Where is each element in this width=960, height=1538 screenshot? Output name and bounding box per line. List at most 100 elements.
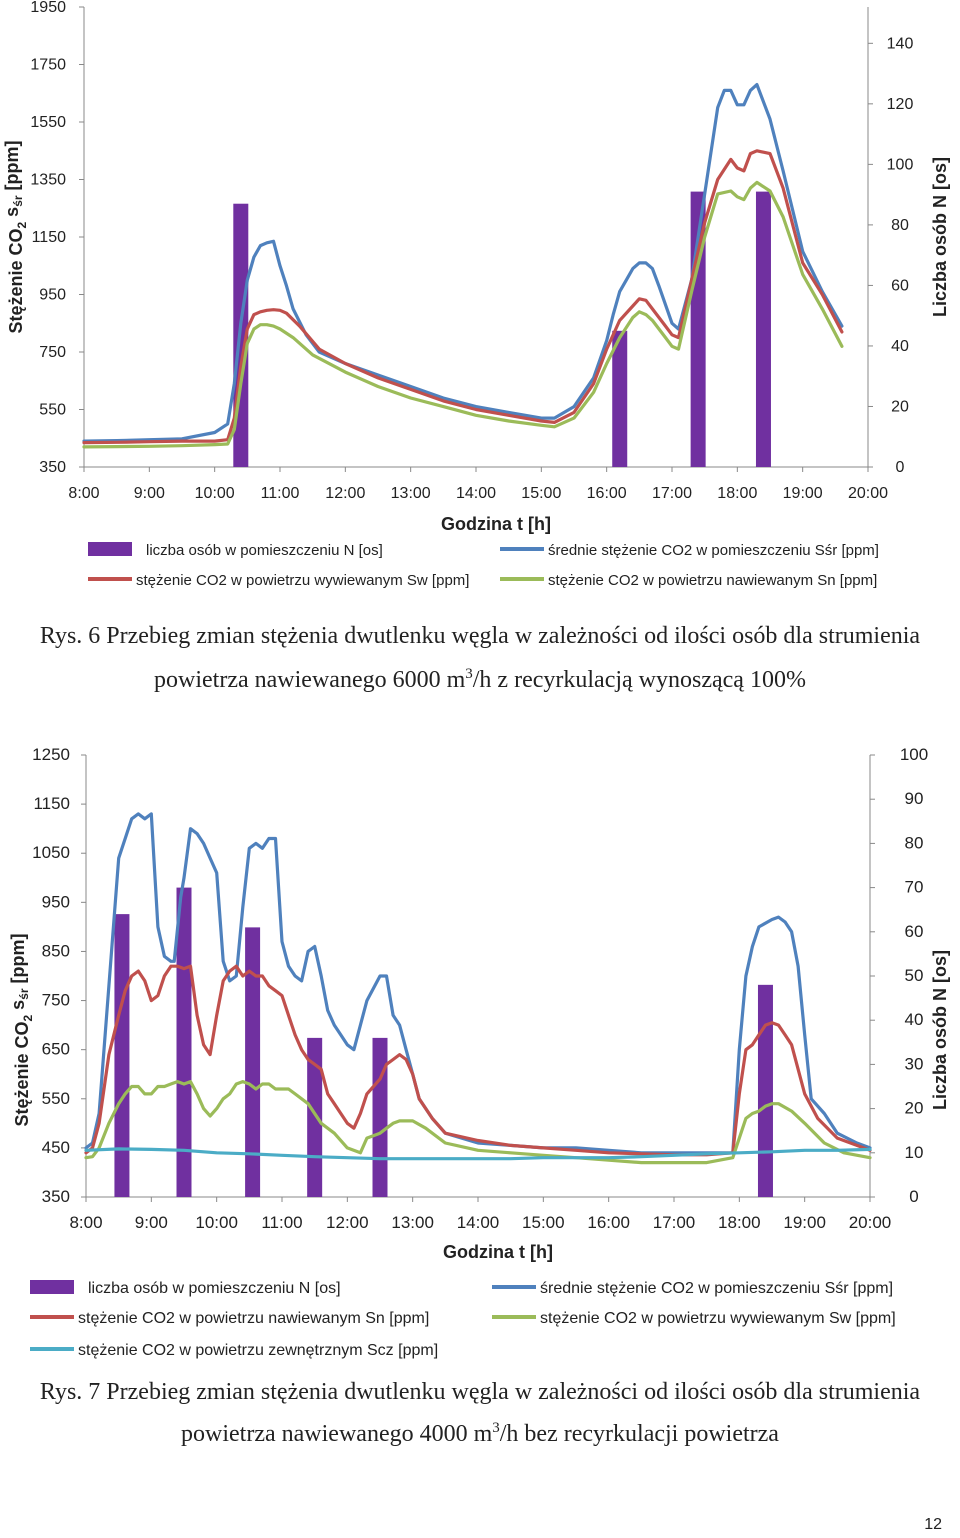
y-right-tick-label: 60 — [891, 277, 909, 294]
y-right-axis-label: Liczba osób N [os] — [930, 950, 950, 1110]
y-left-axis-label: Stężenie CO2 sśr [ppm] — [8, 933, 35, 1126]
y-left-tick-label: 1150 — [32, 229, 67, 246]
y-left-label-part: s — [8, 1000, 28, 1010]
people-count-bar — [245, 927, 261, 1197]
y-right-tick-label: 80 — [891, 217, 909, 234]
x-tick-label: 13:00 — [391, 1213, 434, 1232]
series-line-1 — [84, 812, 872, 1155]
y-left-axis-label: Stężenie CO2 sśr [ppm] — [2, 140, 29, 333]
y-right-axis-label: Liczba osób N [os] — [930, 157, 950, 317]
people-count-bar — [176, 887, 192, 1197]
y-left-tick-label: 1250 — [32, 745, 70, 764]
x-tick-label: 16:00 — [587, 1213, 630, 1232]
y-left-tick-label: 1150 — [33, 794, 70, 813]
y-left-tick-label: 1050 — [32, 843, 70, 862]
y-left-label-part: Stężenie CO — [12, 1022, 32, 1127]
y-right-tick-label: 40 — [905, 1010, 924, 1029]
x-tick-label: 18:00 — [718, 1213, 761, 1232]
y-left-label-subscript: śr — [11, 195, 25, 207]
x-tick-label: 11:00 — [261, 1213, 302, 1232]
people-count-bar — [114, 914, 130, 1197]
caption-rys6-sup: 3 — [465, 666, 473, 682]
y-right-tick-label: 140 — [887, 35, 914, 52]
x-tick-label: 10:00 — [195, 1213, 238, 1232]
x-tick-label: 20:00 — [848, 485, 888, 502]
people-count-bar — [372, 1037, 388, 1197]
y-right-tick-label: 80 — [905, 833, 924, 852]
series-line-3 — [82, 180, 844, 449]
y-left-tick-label: 1550 — [30, 114, 66, 131]
series-line-2 — [82, 149, 844, 445]
legend-swatch-bar — [30, 1280, 74, 1294]
people-count-bar — [612, 330, 628, 467]
x-tick-label: 19:00 — [783, 1213, 826, 1232]
x-tick-label: 14:00 — [457, 1213, 500, 1232]
y-left-label-subscript: 2 — [15, 222, 29, 229]
y-right-tick-label: 0 — [896, 459, 905, 476]
chart-rys7: 350 450 550 650 750 850 950 1050 1150 1250 0 10 20 30… — [8, 745, 950, 1359]
legend-label: średnie stężenie CO2 w pomieszczeniu Sśr… — [540, 1280, 893, 1297]
y-left-label-part: Stężenie CO — [6, 229, 26, 334]
chart-rys6: 350 550 750 950 1150 1350 1550 1750 1950 0 20 40 60 8… — [2, 0, 950, 589]
y-left-label-part: [ppm] — [8, 933, 28, 988]
x-tick-label: 11:00 — [261, 485, 300, 502]
y-right-tick-label: 0 — [909, 1187, 918, 1206]
caption-rys7-line1: Rys. 7 Przebieg zmian stężenia dwutlenku… — [39, 1379, 921, 1405]
series-line-4 — [84, 1147, 872, 1161]
x-tick-label: 18:00 — [717, 485, 757, 502]
y-right-tick-label: 20 — [905, 1099, 924, 1118]
x-tick-label: 8:00 — [68, 485, 99, 502]
x-tick-label: 17:00 — [652, 485, 692, 502]
y-left-label-subscript: 2 — [21, 1015, 35, 1022]
y-left-tick-label: 1750 — [30, 57, 66, 74]
y-left-tick-label: 350 — [42, 1187, 70, 1206]
y-right-tick-label: 50 — [905, 966, 924, 985]
x-tick-label: 19:00 — [783, 485, 823, 502]
x-tick-label: 9:00 — [134, 485, 165, 502]
legend-label: liczba osób w pomieszczeniu N [os] — [146, 542, 383, 559]
caption-rys7-line2-pre: powietrza nawiewanego 4000 m — [181, 1421, 493, 1447]
people-count-bar — [757, 984, 773, 1197]
y-right-tick-label: 100 — [900, 745, 928, 764]
y-right-tick-label: 90 — [905, 789, 924, 808]
caption-rys7-line2-post: /h bez recyrkulacji powietrza — [499, 1421, 779, 1447]
y-left-tick-label: 550 — [39, 402, 66, 419]
y-left-tick-label: 650 — [42, 1040, 70, 1059]
y-left-tick-label: 450 — [42, 1138, 70, 1157]
series-line-3 — [84, 1080, 872, 1165]
y-left-label-part: [ppm] — [2, 140, 22, 195]
x-tick-label: 17:00 — [653, 1213, 696, 1232]
y-left-tick-label: 750 — [42, 991, 70, 1010]
y-left-tick-label: 950 — [39, 287, 66, 304]
series-line-1 — [82, 82, 844, 443]
y-left-tick-label: 750 — [39, 344, 66, 361]
caption-rys6-line2-pre: powietrza nawiewanego 6000 m — [154, 667, 466, 693]
x-tick-label: 12:00 — [326, 1213, 369, 1232]
x-tick-label: 13:00 — [391, 485, 431, 502]
x-tick-label: 9:00 — [135, 1213, 168, 1232]
y-left-tick-label: 1350 — [30, 172, 66, 189]
x-tick-label: 14:00 — [456, 485, 496, 502]
y-right-tick-label: 60 — [905, 922, 924, 941]
x-tick-label: 16:00 — [587, 485, 627, 502]
legend-label: stężenie CO2 w powietrzu wywiewanym Sw [… — [136, 572, 469, 589]
y-left-tick-label: 550 — [42, 1089, 70, 1108]
y-left-tick-label: 350 — [39, 459, 66, 476]
y-right-tick-label: 10 — [905, 1143, 924, 1162]
series-line-2 — [84, 964, 872, 1157]
y-right-tick-label: 40 — [891, 338, 909, 355]
y-left-label-part: s — [2, 207, 22, 217]
x-tick-label: 15:00 — [522, 1213, 565, 1232]
legend-label: średnie stężenie CO2 w pomieszczeniu Sśr… — [548, 542, 879, 559]
y-right-tick-label: 100 — [887, 156, 914, 173]
y-right-tick-label: 20 — [891, 398, 909, 415]
x-tick-label: 12:00 — [325, 485, 365, 502]
page-number: 12 — [924, 1516, 942, 1533]
caption-rys7-line2: powietrza nawiewanego 4000 m3/h bez recy… — [0, 1420, 960, 1449]
caption-rys6-line2-post: /h z recyrkulacją wynoszącą 100% — [472, 667, 806, 693]
y-right-tick-label: 120 — [887, 96, 914, 113]
legend-swatch-bar — [88, 542, 132, 556]
x-tick-label: 10:00 — [195, 485, 235, 502]
legend-label: stężenie CO2 w powietrzu nawiewanym Sn [… — [78, 1310, 429, 1327]
y-right-tick-label: 30 — [905, 1054, 924, 1073]
